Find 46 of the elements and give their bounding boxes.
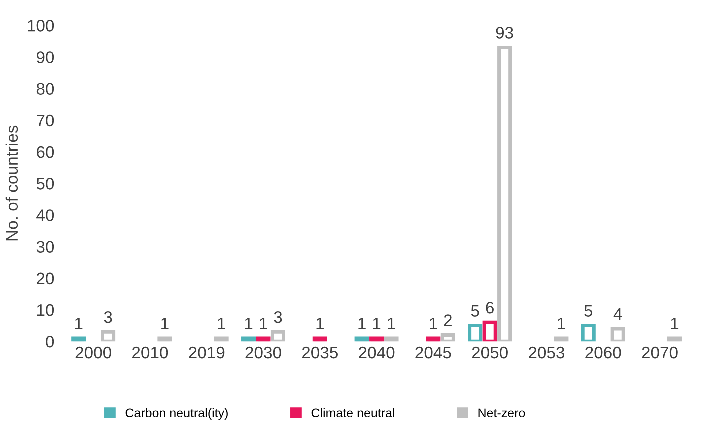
y-tick-label: 0 bbox=[46, 336, 54, 348]
x-tick-label: 2035 bbox=[302, 346, 338, 359]
x-tick-label: 2060 bbox=[586, 346, 622, 359]
y-tick-label: 20 bbox=[37, 272, 54, 285]
data-label: 1 bbox=[388, 318, 396, 330]
y-tick-label: 50 bbox=[36, 178, 54, 190]
x-tick-label: 2045 bbox=[416, 346, 452, 359]
x-tick-label: 2050 bbox=[472, 346, 508, 359]
legend-label: Net-zero bbox=[478, 408, 526, 418]
x-tick-label: 2070 bbox=[642, 346, 678, 359]
data-label: 1 bbox=[316, 318, 324, 330]
data-label: 2 bbox=[444, 314, 452, 326]
data-label: 93 bbox=[496, 27, 514, 39]
data-label: 1 bbox=[430, 318, 438, 330]
data-label: 1 bbox=[358, 318, 366, 330]
data-label: 5 bbox=[471, 305, 480, 317]
legend-label: Climate neutral bbox=[312, 408, 394, 418]
data-label: 5 bbox=[584, 305, 593, 317]
y-tick-label: 30 bbox=[36, 241, 54, 254]
y-tick-label: 70 bbox=[37, 114, 54, 127]
data-label: 1 bbox=[558, 318, 566, 330]
x-tick-label: 2019 bbox=[189, 346, 225, 359]
data-label: 3 bbox=[104, 311, 112, 324]
x-tick-label: 2030 bbox=[246, 346, 282, 359]
y-tick-label: 100 bbox=[28, 20, 54, 32]
y-tick-label: 60 bbox=[37, 146, 54, 158]
y-tick-label: 40 bbox=[36, 210, 54, 222]
x-tick-label: 2000 bbox=[76, 346, 112, 359]
data-label: 1 bbox=[245, 318, 253, 330]
x-tick-label: 2053 bbox=[529, 346, 565, 359]
data-label: 1 bbox=[218, 318, 226, 330]
data-label: 1 bbox=[260, 318, 268, 330]
x-tick-label: 2010 bbox=[132, 346, 168, 359]
data-label: 1 bbox=[75, 318, 83, 330]
y-tick-label: 80 bbox=[36, 83, 54, 96]
data-label: 3 bbox=[274, 311, 282, 324]
y-tick-label: 10 bbox=[37, 304, 54, 316]
x-tick-label: 2040 bbox=[359, 346, 395, 359]
data-label: 1 bbox=[373, 318, 381, 330]
y-tick-label: 90 bbox=[36, 52, 54, 64]
data-label: 1 bbox=[671, 318, 679, 330]
data-label: 1 bbox=[162, 318, 169, 330]
data-label: 4 bbox=[614, 308, 622, 320]
y-axis-title: No. of countries bbox=[6, 126, 18, 241]
legend-label: Carbon neutral(ity) bbox=[126, 408, 228, 420]
data-label: 6 bbox=[486, 302, 494, 314]
